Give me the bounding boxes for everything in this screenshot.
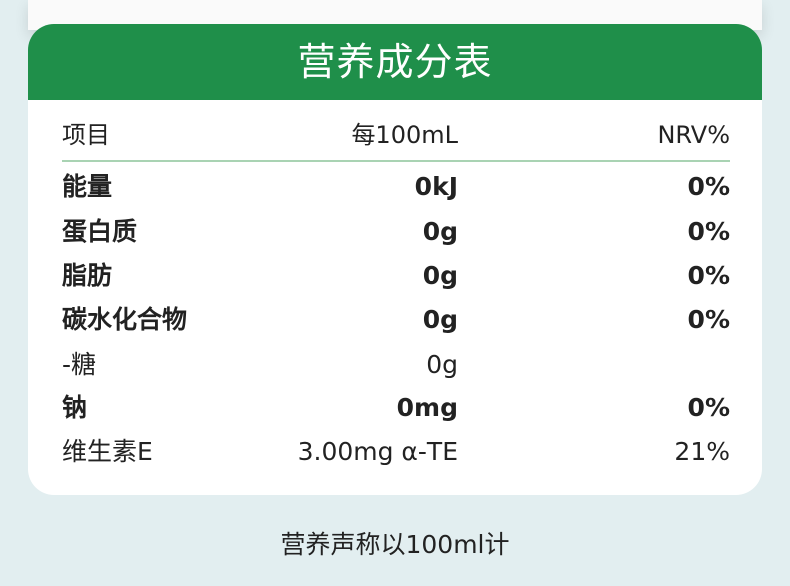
- header-item: 项目: [62, 121, 110, 149]
- table-row: 维生素E 3.00mg α-TE 21%: [62, 432, 730, 472]
- table-row: 碳水化合物 0g 0%: [62, 300, 730, 340]
- nutrient-name: 能量: [62, 172, 113, 201]
- nutrient-value: 3.00mg α-TE: [297, 437, 458, 466]
- nutrient-value: 0g: [422, 217, 458, 246]
- table-row: 钠 0mg 0%: [62, 388, 730, 428]
- nutrient-value: 0mg: [396, 393, 458, 422]
- nutrient-nrv: 0%: [687, 172, 730, 201]
- table-title: 营养成分表: [28, 24, 762, 100]
- nutrient-nrv: 0%: [687, 217, 730, 246]
- nutrient-value: 0g: [422, 261, 458, 290]
- nutrient-value: 0g: [422, 305, 458, 334]
- nutrient-name: 碳水化合物: [62, 305, 188, 334]
- nutrient-nrv: 0%: [687, 261, 730, 290]
- table-row: 脂肪 0g 0%: [62, 256, 730, 296]
- nutrient-name: 钠: [62, 393, 88, 422]
- table-row: 蛋白质 0g 0%: [62, 212, 730, 252]
- nutrient-value: 0kJ: [414, 172, 458, 201]
- footnote: 营养声称以100ml计: [280, 530, 510, 559]
- header-divider: [62, 160, 730, 162]
- nutrient-name: 维生素E: [62, 437, 153, 466]
- table-header-row: 项目 每100mL NRV%: [62, 115, 730, 155]
- nutrient-value: 0g: [426, 350, 458, 379]
- nutrient-nrv: 0%: [687, 305, 730, 334]
- table-row: -糖 0g: [62, 345, 730, 385]
- table-row: 能量 0kJ 0%: [62, 167, 730, 207]
- nutrient-nrv: 21%: [674, 437, 730, 466]
- nutrient-name: -糖: [62, 350, 97, 379]
- nutrient-nrv: 0%: [687, 393, 730, 422]
- header-nrv: NRV%: [657, 121, 730, 149]
- header-per: 每100mL: [351, 121, 458, 149]
- nutrient-name: 脂肪: [62, 261, 113, 290]
- nutrient-name: 蛋白质: [62, 217, 138, 246]
- nutrition-table-card: 营养成分表 项目 每100mL NRV% 能量 0kJ 0% 蛋白质 0g 0% 脂肪 0g 0…: [28, 24, 762, 495]
